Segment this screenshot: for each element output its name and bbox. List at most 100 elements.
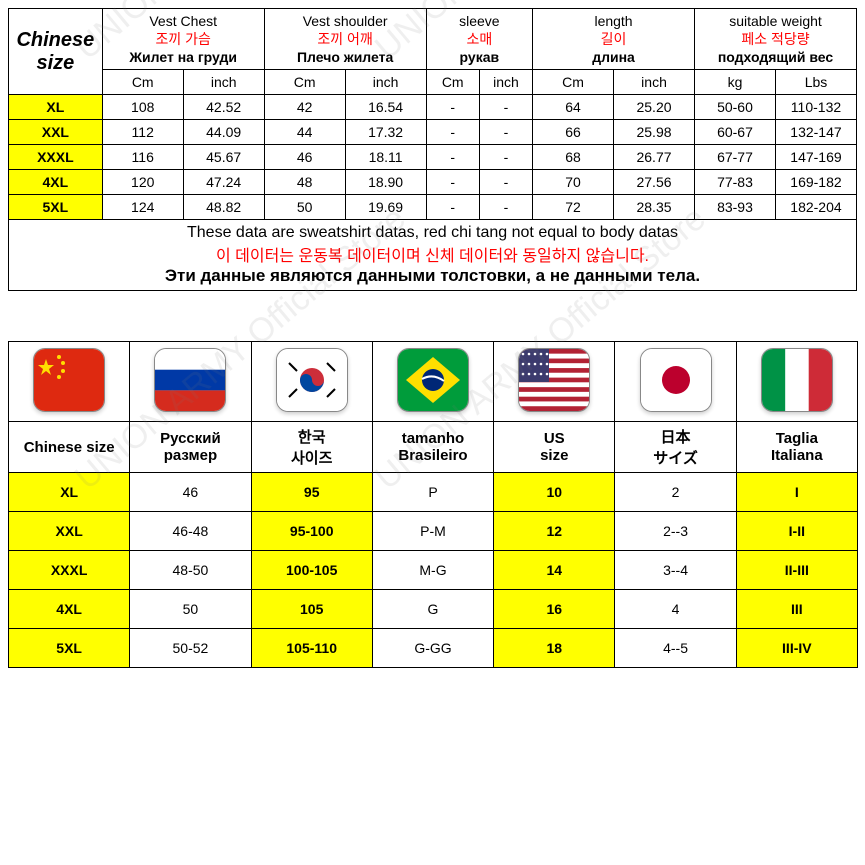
conv-cell-2-6: II-III bbox=[736, 551, 857, 590]
conv-cell-1-4: 12 bbox=[494, 512, 615, 551]
country-header-3: tamanhoBrasileiro bbox=[372, 422, 493, 473]
conv-cell-1-5: 2--3 bbox=[615, 512, 736, 551]
conv-cell-1-0: XXL bbox=[9, 512, 130, 551]
cell-0-2: 42 bbox=[264, 95, 345, 120]
cell-0-9: 110-132 bbox=[775, 95, 856, 120]
cell-4-1: 48.82 bbox=[183, 195, 264, 220]
flag-cell-us bbox=[494, 342, 615, 422]
cell-2-6: 68 bbox=[533, 145, 614, 170]
note-ko: 이 데이터는 운동복 데이터이며 신체 데이터와 동일하지 않습니다. bbox=[11, 242, 854, 266]
country-l2: 사이즈 bbox=[254, 447, 370, 468]
cell-0-7: 25.20 bbox=[614, 95, 695, 120]
country-header-5: 日本サイズ bbox=[615, 422, 736, 473]
unit-1-0: Cm bbox=[264, 70, 345, 95]
cell-0-6: 64 bbox=[533, 95, 614, 120]
cell-3-2: 48 bbox=[264, 170, 345, 195]
group-header-2: sleeve소매рукав bbox=[426, 9, 533, 70]
cell-2-2: 46 bbox=[264, 145, 345, 170]
conv-cell-4-0: 5XL bbox=[9, 629, 130, 668]
cell-3-9: 169-182 bbox=[775, 170, 856, 195]
cell-1-6: 66 bbox=[533, 120, 614, 145]
cell-3-4: - bbox=[426, 170, 479, 195]
cell-2-0: 116 bbox=[102, 145, 183, 170]
flag-cell-ru bbox=[130, 342, 251, 422]
cell-4-3: 19.69 bbox=[345, 195, 426, 220]
group-en: Vest shoulder bbox=[267, 13, 424, 29]
ru-flag-icon bbox=[154, 348, 226, 412]
conv-cell-0-3: P bbox=[372, 473, 493, 512]
cell-3-8: 77-83 bbox=[695, 170, 776, 195]
cell-1-1: 44.09 bbox=[183, 120, 264, 145]
conv-cell-2-0: XXXL bbox=[9, 551, 130, 590]
country-l2: размер bbox=[132, 447, 248, 464]
note-en: These data are sweatshirt datas, red chi… bbox=[11, 224, 854, 242]
conv-cell-2-1: 48-50 bbox=[130, 551, 251, 590]
country-l2: Italiana bbox=[739, 447, 855, 464]
country-header-4: USsize bbox=[494, 422, 615, 473]
cell-0-8: 50-60 bbox=[695, 95, 776, 120]
unit-3-1: inch bbox=[614, 70, 695, 95]
size-label: XL bbox=[9, 95, 103, 120]
conv-cell-2-3: M-G bbox=[372, 551, 493, 590]
conv-cell-3-2: 105 bbox=[251, 590, 372, 629]
cell-2-5: - bbox=[479, 145, 532, 170]
conv-cell-4-2: 105-110 bbox=[251, 629, 372, 668]
cell-1-8: 60-67 bbox=[695, 120, 776, 145]
group-en: length bbox=[535, 13, 692, 29]
conv-cell-0-5: 2 bbox=[615, 473, 736, 512]
size-label: XXXL bbox=[9, 145, 103, 170]
cell-2-3: 18.11 bbox=[345, 145, 426, 170]
country-l1: US bbox=[496, 430, 612, 447]
unit-0-1: inch bbox=[183, 70, 264, 95]
group-ko: 페소 적당량 bbox=[697, 29, 854, 49]
country-l1: Chinese size bbox=[11, 439, 127, 456]
cell-2-1: 45.67 bbox=[183, 145, 264, 170]
conv-cell-3-3: G bbox=[372, 590, 493, 629]
flag-cell-kr bbox=[251, 342, 372, 422]
conv-cell-0-6: I bbox=[736, 473, 857, 512]
unit-2-1: inch bbox=[479, 70, 532, 95]
group-ru: Плечо жилета bbox=[267, 49, 424, 65]
cell-3-7: 27.56 bbox=[614, 170, 695, 195]
conv-cell-2-2: 100-105 bbox=[251, 551, 372, 590]
group-en: Vest Chest bbox=[105, 13, 262, 29]
it-flag-icon bbox=[761, 348, 833, 412]
flag-cell-cn bbox=[9, 342, 130, 422]
group-ko: 조끼 어깨 bbox=[267, 29, 424, 49]
cell-0-3: 16.54 bbox=[345, 95, 426, 120]
flag-cell-br bbox=[372, 342, 493, 422]
conv-cell-4-5: 4--5 bbox=[615, 629, 736, 668]
unit-4-0: kg bbox=[695, 70, 776, 95]
conv-cell-0-4: 10 bbox=[494, 473, 615, 512]
cell-2-4: - bbox=[426, 145, 479, 170]
conv-cell-3-0: 4XL bbox=[9, 590, 130, 629]
group-ru: длина bbox=[535, 49, 692, 65]
unit-2-0: Cm bbox=[426, 70, 479, 95]
country-l2: size bbox=[496, 447, 612, 464]
cell-0-5: - bbox=[479, 95, 532, 120]
conv-cell-3-4: 16 bbox=[494, 590, 615, 629]
cell-4-9: 182-204 bbox=[775, 195, 856, 220]
unit-0-0: Cm bbox=[102, 70, 183, 95]
country-l1: tamanho bbox=[375, 430, 491, 447]
conversion-table: Chinese sizeРусскийразмер한국사이즈tamanhoBra… bbox=[8, 341, 858, 668]
measurements-table: ChinesesizeVest Chest조끼 가슴Жилет на груди… bbox=[8, 8, 857, 291]
cell-1-7: 25.98 bbox=[614, 120, 695, 145]
cell-2-9: 147-169 bbox=[775, 145, 856, 170]
group-en: sleeve bbox=[429, 13, 531, 29]
country-l1: Русский bbox=[132, 430, 248, 447]
group-ru: рукав bbox=[429, 49, 531, 65]
group-header-0: Vest Chest조끼 가슴Жилет на груди bbox=[102, 9, 264, 70]
cell-3-0: 120 bbox=[102, 170, 183, 195]
country-l1: 日本 bbox=[617, 426, 733, 447]
group-ru: Жилет на груди bbox=[105, 49, 262, 65]
country-l2: サイズ bbox=[617, 447, 733, 468]
country-l2: Brasileiro bbox=[375, 447, 491, 464]
cn-flag-icon bbox=[33, 348, 105, 412]
cell-0-0: 108 bbox=[102, 95, 183, 120]
cell-2-8: 67-77 bbox=[695, 145, 776, 170]
conv-cell-1-2: 95-100 bbox=[251, 512, 372, 551]
cell-4-6: 72 bbox=[533, 195, 614, 220]
header-chinese-size: Chinesesize bbox=[9, 9, 103, 95]
conv-cell-4-1: 50-52 bbox=[130, 629, 251, 668]
